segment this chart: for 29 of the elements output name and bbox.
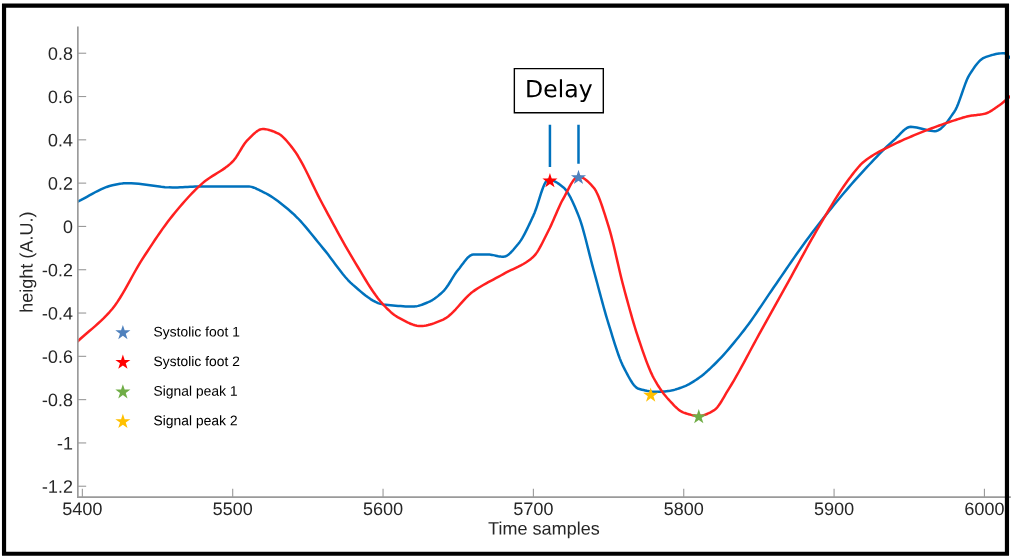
x-axis-title: Time samples <box>488 521 600 539</box>
y-tick-label: 0 <box>63 220 73 234</box>
point <box>570 169 587 185</box>
x-tick-label: 5500 <box>213 502 253 516</box>
y-tick-label: -0.6 <box>42 350 73 364</box>
annotation: Delay <box>527 79 592 103</box>
legend-label: Signal peak 1 <box>154 385 237 399</box>
point <box>643 387 659 402</box>
x-tick-label: 6000 <box>965 502 1004 516</box>
x-tick-label: 5800 <box>664 502 704 516</box>
point <box>691 409 707 424</box>
y-tick-label: -0.8 <box>42 393 73 407</box>
y-tick-label: 0.4 <box>48 133 73 147</box>
x-tick-label: 5700 <box>514 502 553 516</box>
y-tick-label: -0.2 <box>42 263 73 277</box>
x-tick-label: 5900 <box>814 502 854 516</box>
legend-label: Signal peak 2 <box>154 415 237 429</box>
y-tick-label: -1.2 <box>42 480 73 493</box>
y-tick-label: 0.6 <box>48 90 73 104</box>
point <box>542 173 558 188</box>
y-tick-label: 0.2 <box>48 177 73 190</box>
y-tick-label: 0.8 <box>48 47 73 60</box>
legend-label: Systolic foot 2 <box>154 356 240 369</box>
x-tick-label: 5600 <box>363 502 403 516</box>
x-tick-label: 5400 <box>63 502 102 516</box>
y-tick-label: -1 <box>57 437 73 450</box>
y-tick-label: -0.4 <box>42 306 73 320</box>
legend-label: Systolic foot 1 <box>154 326 240 340</box>
y-axis-title: height (A.U.) <box>19 212 37 312</box>
